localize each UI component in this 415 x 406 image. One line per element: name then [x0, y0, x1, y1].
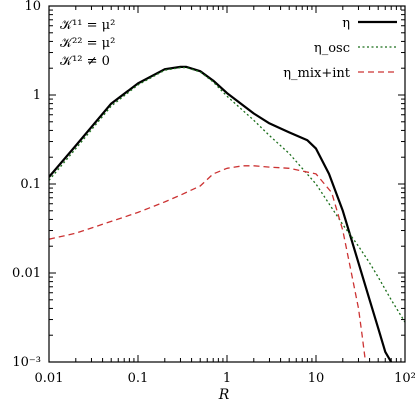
annotation-k22: 𝒦²² = μ²: [60, 36, 115, 51]
legend: η η_osc η_mix+int: [283, 16, 397, 81]
annotations: 𝒦¹¹ = μ² 𝒦²² = μ² 𝒦¹² ≠ 0: [60, 18, 115, 69]
series-line-0: [49, 65, 393, 362]
y-tick-label: 1: [33, 88, 41, 103]
x-tick-labels: 0.01 0.1 1 10 10²: [35, 371, 415, 386]
x-tick-label: 0.01: [35, 371, 64, 386]
series-line-1: [49, 66, 405, 323]
legend-label-eta-mix-int: η_mix+int: [283, 66, 351, 81]
x-axis-label: R: [218, 387, 230, 403]
y-tick-label: 0.01: [12, 266, 41, 281]
y-tick-labels: 10⁻³ 0.01 0.1 1 10: [12, 0, 41, 370]
legend-label-eta: η: [342, 16, 350, 31]
x-tick-label: 10: [308, 371, 325, 386]
series-lines: [49, 65, 405, 362]
annotation-k11: 𝒦¹¹ = μ²: [60, 18, 115, 33]
x-tick-label: 10²: [394, 371, 415, 386]
annotation-k12: 𝒦¹² ≠ 0: [60, 54, 110, 69]
series-line-2: [49, 165, 367, 362]
y-tick-label: 0.1: [20, 177, 41, 192]
x-tick-label: 1: [223, 371, 231, 386]
plot-frame: [48, 5, 406, 363]
legend-label-eta-osc: η_osc: [314, 41, 350, 56]
y-tick-label: 10: [24, 0, 41, 14]
y-tick-label: 10⁻³: [12, 355, 41, 370]
x-tick-label: 0.1: [128, 371, 149, 386]
